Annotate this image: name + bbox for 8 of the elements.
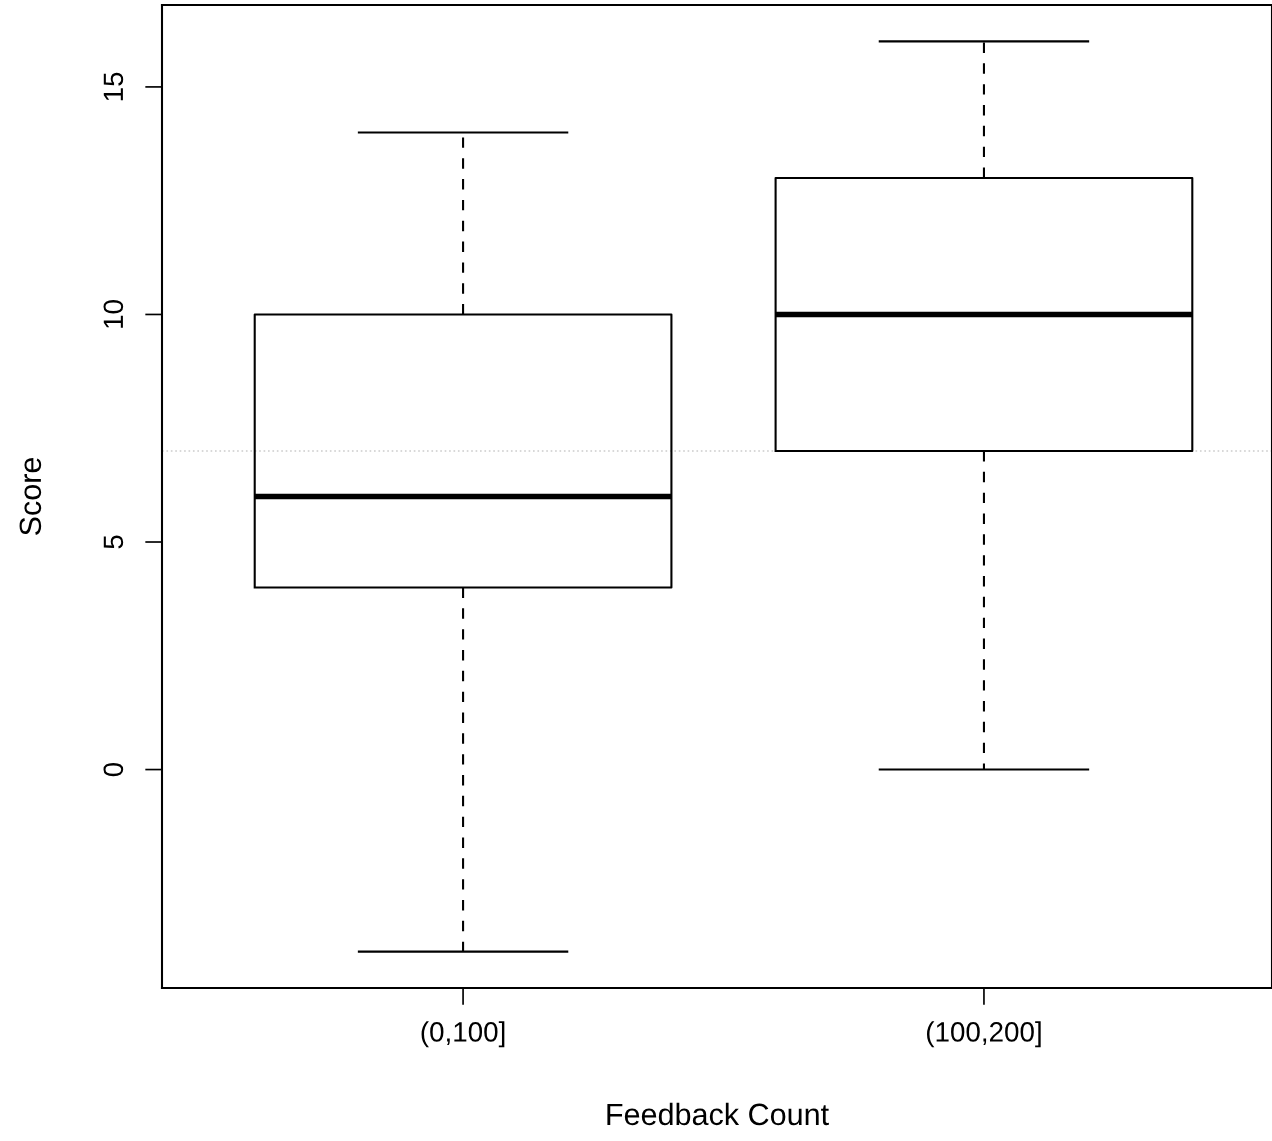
y-axis-title: Score: [19, 457, 42, 536]
x-tick-label: (100,200]: [926, 1021, 1041, 1048]
y-tick-label: 15: [103, 72, 124, 101]
y-tick-label: 10: [103, 300, 124, 328]
y-tick-label: 0: [103, 762, 124, 777]
y-tick-label: 5: [103, 535, 124, 549]
x-tick-label: (0,100]: [421, 1021, 505, 1048]
x-axis-title: Feedback Count: [607, 1102, 829, 1126]
